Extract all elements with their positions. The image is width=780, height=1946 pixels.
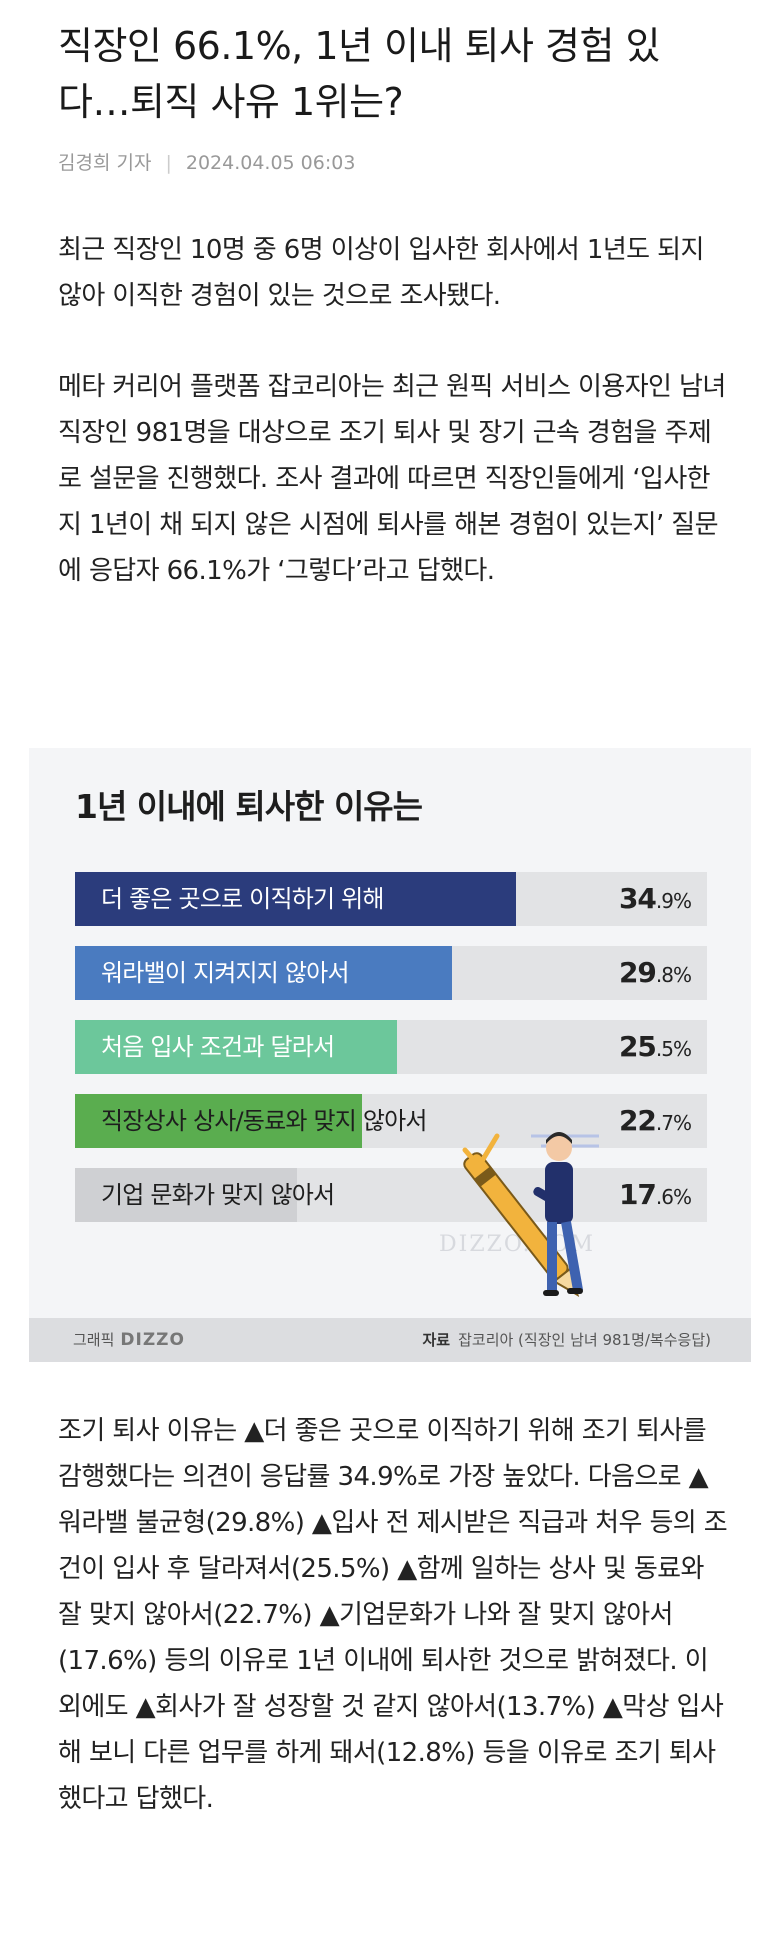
headline: 직장인 66.1%, 1년 이내 퇴사 경험 있다…퇴직 사유 1위는?: [58, 24, 661, 124]
bar-row: 처음 입사 조건과 달라서 25.5%: [75, 1020, 707, 1074]
bar: [75, 946, 452, 1000]
article-paragraph: 최근 직장인 10명 중 6명 이상이 입사한 회사에서 1년도 되지 않아 이…: [58, 235, 704, 311]
source-credit: 자료 잡코리아 (직장인 남녀 981명/복수응답): [422, 1318, 711, 1362]
bar-value-integer: 22: [618, 1104, 657, 1137]
publish-date: 2024.04.05 06:03: [185, 152, 356, 174]
article-paragraph: 조기 퇴사 이유는 ▲더 좋은 곳으로 이직하기 위해 조기 퇴사를 감행했다는…: [58, 1416, 728, 1814]
bar-value-label: 34.9%: [618, 872, 692, 928]
graphic-credit-label: 그래픽: [73, 1331, 115, 1349]
bar-row: 직장상사 상사/동료와 맞지 않아서 22.7%: [75, 1094, 707, 1148]
source-label: 자료: [422, 1331, 451, 1349]
bar-label: 직장상사 상사/동료와 맞지 않아서: [101, 1107, 428, 1135]
bar: [75, 1094, 362, 1148]
bar-value-decimal: .7%: [655, 1111, 692, 1135]
bar: [75, 1168, 298, 1222]
byline-separator: |: [165, 152, 172, 174]
graphic-credit-brand: DIZZO: [120, 1330, 185, 1350]
bar-value-label: 29.8%: [618, 946, 692, 1002]
graphic-credit: 그래픽 DIZZO: [73, 1318, 185, 1362]
chart-title: 1년 이내에 퇴사한 이유는: [75, 787, 423, 826]
bar-value-label: 25.5%: [618, 1020, 692, 1076]
bar-label: 기업 문화가 맞지 않아서: [101, 1181, 335, 1209]
bar-label: 워라밸이 지켜지지 않아서: [101, 959, 350, 987]
bar-value-integer: 34: [618, 882, 657, 915]
bar-row: 기업 문화가 맞지 않아서 17.6%: [75, 1168, 707, 1222]
bar-label: 처음 입사 조건과 달라서: [101, 1033, 335, 1061]
bar-value-decimal: .8%: [655, 963, 692, 987]
author-name[interactable]: 김경희 기자: [58, 152, 152, 174]
bar-row: 더 좋은 곳으로 이직하기 위해 34.9%: [75, 872, 707, 926]
chart-credit-bar: 그래픽 DIZZO 자료 잡코리아 (직장인 남녀 981명/복수응답): [29, 1318, 751, 1362]
bar-value-decimal: .6%: [655, 1185, 692, 1209]
article-paragraph: 메타 커리어 플랫폼 잡코리아는 최근 원픽 서비스 이용자인 남녀 직장인 9…: [58, 372, 726, 586]
infographic-chart: 1년 이내에 퇴사한 이유는 더 좋은 곳으로 이직하기 위해 34.9% 워라밸이…: [29, 748, 751, 1362]
bar-value-integer: 17: [618, 1178, 657, 1211]
source-text: 잡코리아 (직장인 남녀 981명/복수응답): [458, 1331, 711, 1349]
bar: [75, 1020, 398, 1074]
bar-value-decimal: .9%: [655, 889, 692, 913]
bar-value-decimal: .5%: [655, 1037, 692, 1061]
bar-label: 더 좋은 곳으로 이직하기 위해: [101, 885, 384, 913]
person-with-pen-illustration: [462, 1132, 599, 1297]
bar: [75, 872, 517, 926]
bar-value-integer: 25: [618, 1030, 657, 1063]
bar-value-label: 22.7%: [618, 1094, 692, 1150]
bar-row: 워라밸이 지켜지지 않아서 29.8%: [75, 946, 707, 1000]
byline: 김경희 기자 | 2024.04.05 06:03: [58, 148, 355, 175]
bar-value-label: 17.6%: [618, 1168, 692, 1224]
bar-value-integer: 29: [618, 956, 657, 989]
